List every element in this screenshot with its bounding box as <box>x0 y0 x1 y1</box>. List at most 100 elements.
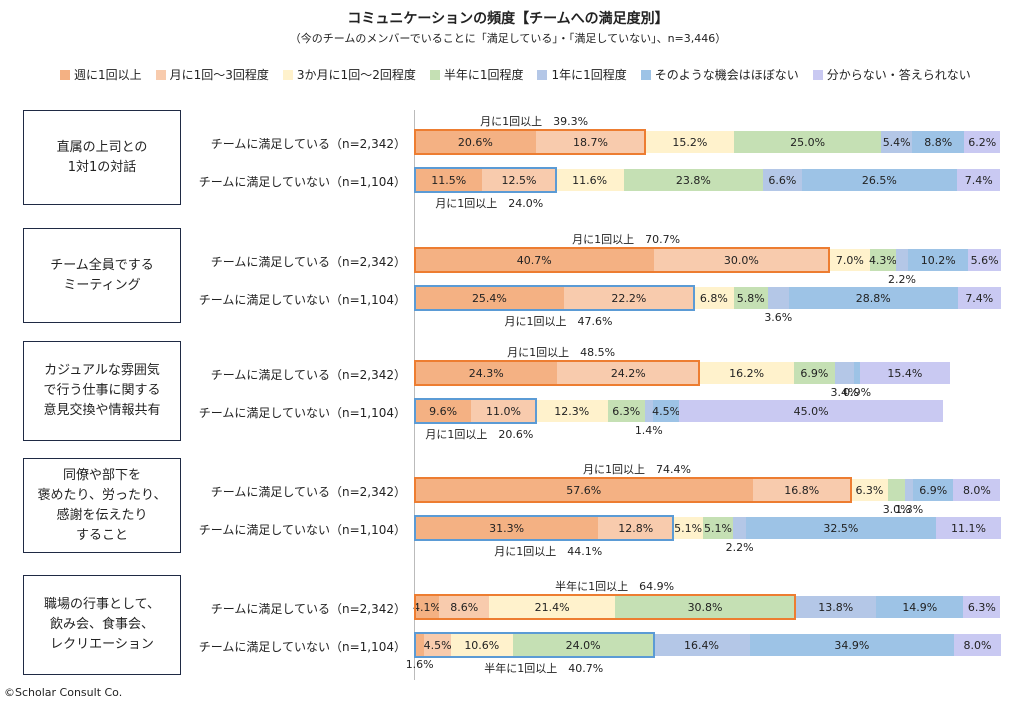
category-box: 直属の上司との 1対1の対話 <box>23 110 181 205</box>
segment-value-label: 1.3% <box>895 503 924 516</box>
legend-swatch <box>282 69 293 80</box>
segment-value-label: 6.3% <box>967 600 996 614</box>
category-box: チーム全員でする ミーティング <box>23 228 181 323</box>
segment-value-label: 15.2% <box>672 135 708 149</box>
segment-value-label: 16.2% <box>729 366 765 380</box>
bar-segment: 15.4% <box>859 362 950 384</box>
segment-value-label: 11.5% <box>431 173 467 187</box>
legend-item: 月に1回～3回程度 <box>155 66 269 83</box>
chart-title: コミュニケーションの頻度【チームへの満足度別】 <box>347 11 669 27</box>
segment-value-label: 40.7% <box>516 253 552 267</box>
bar-segment: 14.9% <box>876 596 964 618</box>
bar-segment: 5.1% <box>703 517 733 539</box>
bar-segment: 12.8% <box>598 517 674 539</box>
copyright-text: ©Scholar Consult Co. <box>4 686 123 699</box>
bar-segment: 6.3% <box>963 596 1001 618</box>
legend-item: そのような機会はほぼない <box>640 66 799 83</box>
legend-label: 3か月に1回～2回程度 <box>296 68 416 82</box>
bar-segment: 16.8% <box>752 479 851 501</box>
segment-value-label: 6.6% <box>768 173 797 187</box>
bar-segment <box>834 362 855 384</box>
segment-value-label: 25.4% <box>471 291 507 305</box>
segment-value-label: 3.4% <box>830 386 859 399</box>
segment-value-label: 12.3% <box>554 404 590 418</box>
segment-value-label: 4.1% <box>413 600 441 614</box>
chart-subtitle: （今のチームのメンバーでいることに「満足している」・「満足していない」、n=3,… <box>289 32 727 45</box>
bar-segment: 5.1% <box>673 517 704 539</box>
bar-segment: 5.4% <box>880 131 913 153</box>
row-label: チームに満足している（n=2,342） <box>210 255 406 269</box>
bar-segment: 24.2% <box>557 362 700 384</box>
segment-value-label: 31.3% <box>489 521 525 535</box>
bar-segment: 4.5% <box>652 400 681 422</box>
bar-segment: 13.8% <box>795 596 877 618</box>
segment-value-label: 26.5% <box>861 173 897 187</box>
legend-label: 1年に1回程度 <box>551 68 627 82</box>
legend-swatch <box>155 69 166 80</box>
highlight-annotation: 月に1回以上 70.7% <box>572 233 681 246</box>
stacked-bar: 20.6% 18.7% 15.2% 25.0% 5.4% 8.8% 6.2% <box>415 131 1001 153</box>
segment-value-label: 2.2% <box>725 541 754 554</box>
segment-value-label: 32.5% <box>823 521 859 535</box>
segment-value-label: 30.8% <box>687 600 723 614</box>
segment-value-label: 8.8% <box>924 135 953 149</box>
segment-value-label: 6.3% <box>855 483 884 497</box>
row-label: チームに満足していない（n=1,104） <box>198 293 406 307</box>
bar-segment: 6.9% <box>794 362 835 384</box>
bar-segment: 5.6% <box>968 249 1001 271</box>
stacked-bar: 31.3% 12.8% 5.1% 5.1% 32.5% 11.1% <box>415 517 1001 539</box>
bar-segment: 24.0% <box>512 634 654 656</box>
segment-value-label: 24.3% <box>468 366 504 380</box>
segment-value-label: 28.8% <box>855 291 891 305</box>
segment-value-label: 12.5% <box>501 173 537 187</box>
segment-value-label: 13.8% <box>818 600 854 614</box>
legend-item: 1年に1回程度 <box>537 66 627 83</box>
legend-item: 週に1回以上 <box>60 66 142 83</box>
stacked-bar: 57.6% 16.8% 6.3% 6.9% 8.0% <box>415 479 1001 501</box>
bar-segment: 11.5% <box>415 169 483 191</box>
legend-item: 半年に1回程度 <box>429 66 523 83</box>
bar-segment: 11.6% <box>555 169 624 191</box>
legend-swatch <box>537 69 548 80</box>
segment-value-label: 11.0% <box>486 404 521 418</box>
segment-value-label: 57.6% <box>566 483 602 497</box>
segment-value-label: 4.5% <box>652 404 681 418</box>
bar-segment: 26.5% <box>801 169 957 191</box>
segment-value-label: 6.3% <box>612 404 641 418</box>
bar-segment: 16.2% <box>699 362 795 384</box>
segment-value-label: 8.6% <box>450 600 479 614</box>
bar-segment: 18.7% <box>535 131 646 153</box>
segment-value-label: 5.1% <box>703 521 732 535</box>
segment-value-label: 15.4% <box>887 366 923 380</box>
bar-segment: 45.0% <box>679 400 943 422</box>
highlight-annotation: 月に1回以上 44.1% <box>494 545 603 558</box>
segment-value-label: 22.2% <box>611 291 647 305</box>
row-label: チームに満足していない（n=1,104） <box>198 640 406 654</box>
segment-value-label: 16.4% <box>684 638 719 652</box>
row-label: チームに満足している（n=2,342） <box>210 485 406 499</box>
bar-segment: 28.8% <box>788 287 958 309</box>
bar-segment <box>415 634 425 656</box>
category-box: カジュアルな雰囲気 で行う仕事に関する 意見交換や情報共有 <box>23 341 181 441</box>
segment-value-label: 16.8% <box>784 483 820 497</box>
segment-value-label: 18.7% <box>573 135 608 149</box>
bar-segment: 6.6% <box>763 169 802 191</box>
bar-segment: 32.5% <box>745 517 937 539</box>
segment-value-label: 7.4% <box>964 173 993 187</box>
segment-value-label: 1.4% <box>634 424 663 437</box>
bar-segment: 4.1% <box>413 596 441 618</box>
segment-value-label: 11.1% <box>951 521 986 535</box>
category-box: 職場の行事として、 飲み会、食事会、 レクリエーション <box>23 575 181 675</box>
segment-value-label: 8.0% <box>962 483 991 497</box>
bar-segment: 6.3% <box>850 479 888 501</box>
bar-segment: 23.8% <box>623 169 764 191</box>
highlight-annotation: 月に1回以上 20.6% <box>425 428 534 441</box>
segment-value-label: 2.2% <box>887 273 916 286</box>
segment-value-label: 4.5% <box>423 638 452 652</box>
legend-swatch <box>812 69 823 80</box>
bar-segment <box>644 400 653 422</box>
bar-segment: 57.6% <box>415 479 753 501</box>
bar-segment: 7.0% <box>829 249 871 271</box>
bar-segment: 12.3% <box>535 400 608 422</box>
segment-value-label: 5.6% <box>970 253 999 267</box>
